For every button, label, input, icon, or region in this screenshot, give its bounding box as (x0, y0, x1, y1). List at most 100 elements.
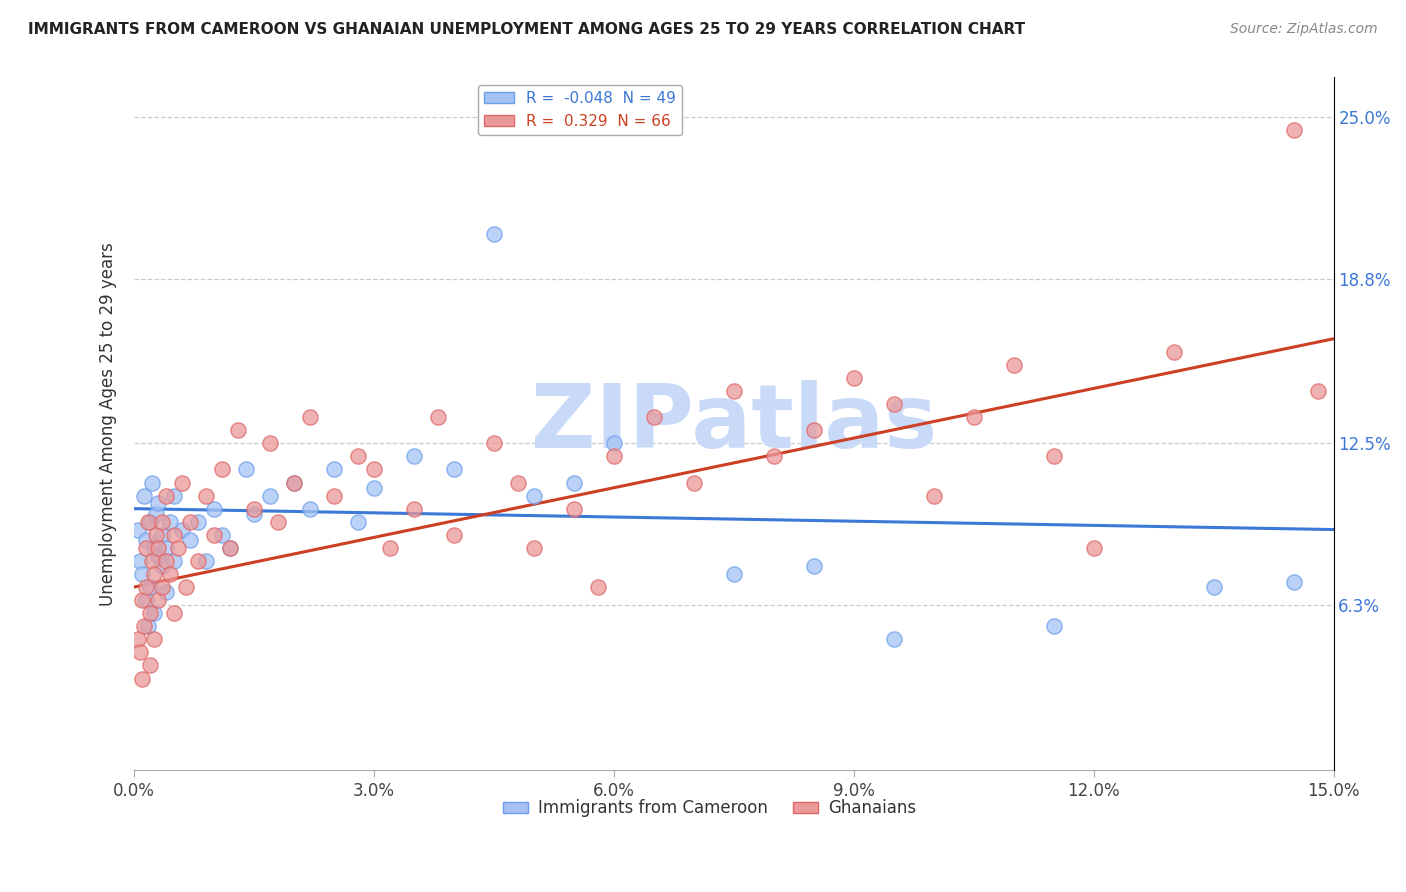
Point (482, 436, 505, 450)
Point (219, 541, 242, 555)
Y-axis label: Unemployment Among Ages 25 to 29 years: Unemployment Among Ages 25 to 29 years (100, 242, 117, 606)
Point (283, 475, 305, 490)
Point (603, 436, 626, 450)
Point (1163, 344, 1185, 359)
Point (170, 475, 193, 490)
Text: IMMIGRANTS FROM CAMEROON VS GHANAIAN UNEMPLOYMENT AMONG AGES 25 TO 29 YEARS CORR: IMMIGRANTS FROM CAMEROON VS GHANAIAN UNE… (28, 22, 1025, 37)
Point (363, 481, 385, 495)
Point (138, 619, 160, 633)
Point (141, 554, 163, 568)
Point (155, 541, 177, 555)
Legend: Immigrants from Cameroon, Ghanaians: Immigrants from Cameroon, Ghanaians (496, 793, 922, 824)
Point (586, 580, 609, 594)
Point (323, 462, 346, 476)
Point (883, 632, 905, 647)
Point (145, 528, 167, 542)
Point (132, 619, 155, 633)
Point (163, 606, 186, 620)
Point (1042, 619, 1064, 633)
Point (259, 489, 281, 503)
Point (402, 450, 425, 464)
Point (226, 423, 249, 437)
Point (146, 496, 169, 510)
Point (603, 450, 626, 464)
Point (219, 541, 242, 555)
Point (298, 501, 321, 516)
Text: Source: ZipAtlas.com: Source: ZipAtlas.com (1230, 22, 1378, 37)
Point (174, 580, 197, 594)
Point (682, 475, 704, 490)
Point (347, 450, 370, 464)
Point (141, 475, 163, 490)
Point (139, 606, 162, 620)
Point (243, 507, 266, 521)
Point (170, 523, 193, 537)
Point (135, 541, 157, 555)
Point (138, 515, 160, 529)
Point (402, 501, 425, 516)
Point (146, 593, 169, 607)
Point (132, 489, 155, 503)
Point (179, 533, 201, 547)
Point (298, 410, 321, 425)
Point (443, 462, 465, 476)
Point (1282, 574, 1305, 589)
Point (129, 554, 152, 568)
Point (1083, 541, 1105, 555)
Point (187, 554, 209, 568)
Point (211, 462, 233, 476)
Point (131, 672, 153, 686)
Point (363, 462, 385, 476)
Point (139, 515, 162, 529)
Point (139, 658, 162, 673)
Point (723, 566, 745, 581)
Point (150, 580, 173, 594)
Point (163, 554, 186, 568)
Text: ZIPatlas: ZIPatlas (530, 380, 936, 467)
Point (145, 507, 167, 521)
Point (131, 593, 153, 607)
Point (159, 566, 181, 581)
Point (211, 528, 233, 542)
Point (803, 423, 825, 437)
Point (135, 580, 157, 594)
Point (803, 559, 825, 574)
Point (163, 528, 186, 542)
Point (195, 489, 218, 503)
Point (146, 541, 169, 555)
Point (482, 227, 505, 242)
Point (129, 645, 152, 659)
Point (243, 501, 266, 516)
Point (143, 541, 166, 555)
Point (562, 501, 585, 516)
Point (163, 489, 186, 503)
Point (523, 489, 546, 503)
Point (506, 475, 529, 490)
Point (143, 632, 166, 647)
Point (187, 515, 209, 529)
Point (426, 410, 449, 425)
Point (323, 489, 346, 503)
Point (135, 533, 157, 547)
Point (143, 606, 166, 620)
Point (643, 410, 665, 425)
Point (842, 371, 865, 385)
Point (202, 501, 225, 516)
Point (378, 541, 401, 555)
Point (150, 515, 173, 529)
Point (155, 489, 177, 503)
Point (347, 515, 370, 529)
Point (762, 450, 785, 464)
Point (127, 523, 149, 537)
Point (146, 549, 169, 563)
Point (235, 462, 257, 476)
Point (127, 632, 149, 647)
Point (143, 566, 166, 581)
Point (259, 436, 281, 450)
Point (195, 554, 218, 568)
Point (963, 410, 986, 425)
Point (1002, 358, 1025, 372)
Point (159, 515, 181, 529)
Point (922, 489, 945, 503)
Point (202, 528, 225, 542)
